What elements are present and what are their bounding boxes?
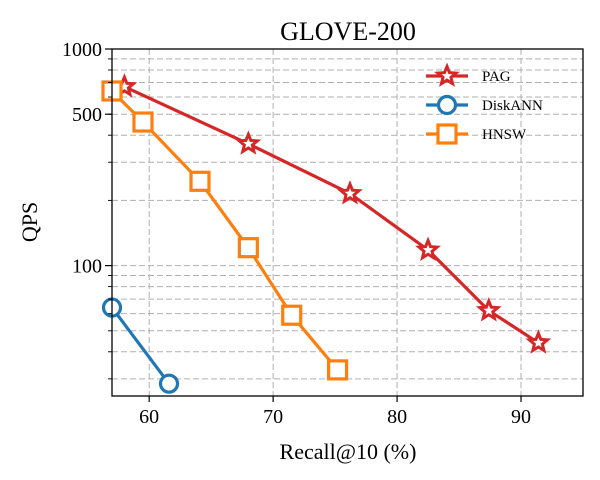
series-diskann <box>101 297 180 394</box>
data-point-pag <box>525 329 552 354</box>
y-tick-label: 100 <box>72 256 102 278</box>
y-tick-label: 1000 <box>62 39 102 61</box>
data-point-pag <box>337 180 363 205</box>
data-point-pag <box>415 236 441 261</box>
axes: 60 70 80 90 100 500 1000 <box>62 39 584 428</box>
x-tick-label: 90 <box>511 406 531 428</box>
y-tick-label: 500 <box>72 104 102 126</box>
data-point-pag <box>235 130 262 155</box>
legend-marker <box>436 94 458 116</box>
plot-frame <box>111 48 584 397</box>
legend-label: HNSW <box>482 127 527 143</box>
data-point-hnsw <box>237 237 259 259</box>
legend-marker <box>436 123 458 145</box>
legend-marker <box>434 62 460 87</box>
data-point-hnsw <box>326 359 349 381</box>
data-point-pag <box>475 297 502 322</box>
x-tick-label: 70 <box>263 406 283 428</box>
data-point-hnsw <box>132 111 154 133</box>
x-tick-label: 60 <box>139 406 159 428</box>
y-axis-label: QPS <box>17 202 42 242</box>
data-point-hnsw <box>281 304 303 326</box>
series-line-pag <box>123 85 540 345</box>
series-line-diskann <box>110 306 171 385</box>
legend: PAG DiskANN HNSW <box>426 62 543 145</box>
series-hnsw <box>101 80 349 381</box>
series-layer <box>101 73 552 394</box>
chart-title: GLOVE-200 <box>280 17 416 46</box>
series-pag <box>111 73 552 354</box>
legend-label: PAG <box>482 69 511 85</box>
legend-label: DiskANN <box>482 98 543 114</box>
legend-item-pag: PAG <box>426 62 511 87</box>
legend-item-diskann: DiskANN <box>426 94 543 116</box>
x-tick-label: 80 <box>387 406 407 428</box>
legend-item-hnsw: HNSW <box>426 123 527 145</box>
data-point-diskann <box>158 373 180 394</box>
grid <box>112 48 583 396</box>
data-point-hnsw <box>189 170 211 192</box>
x-axis-label: Recall@10 (%) <box>280 439 417 464</box>
